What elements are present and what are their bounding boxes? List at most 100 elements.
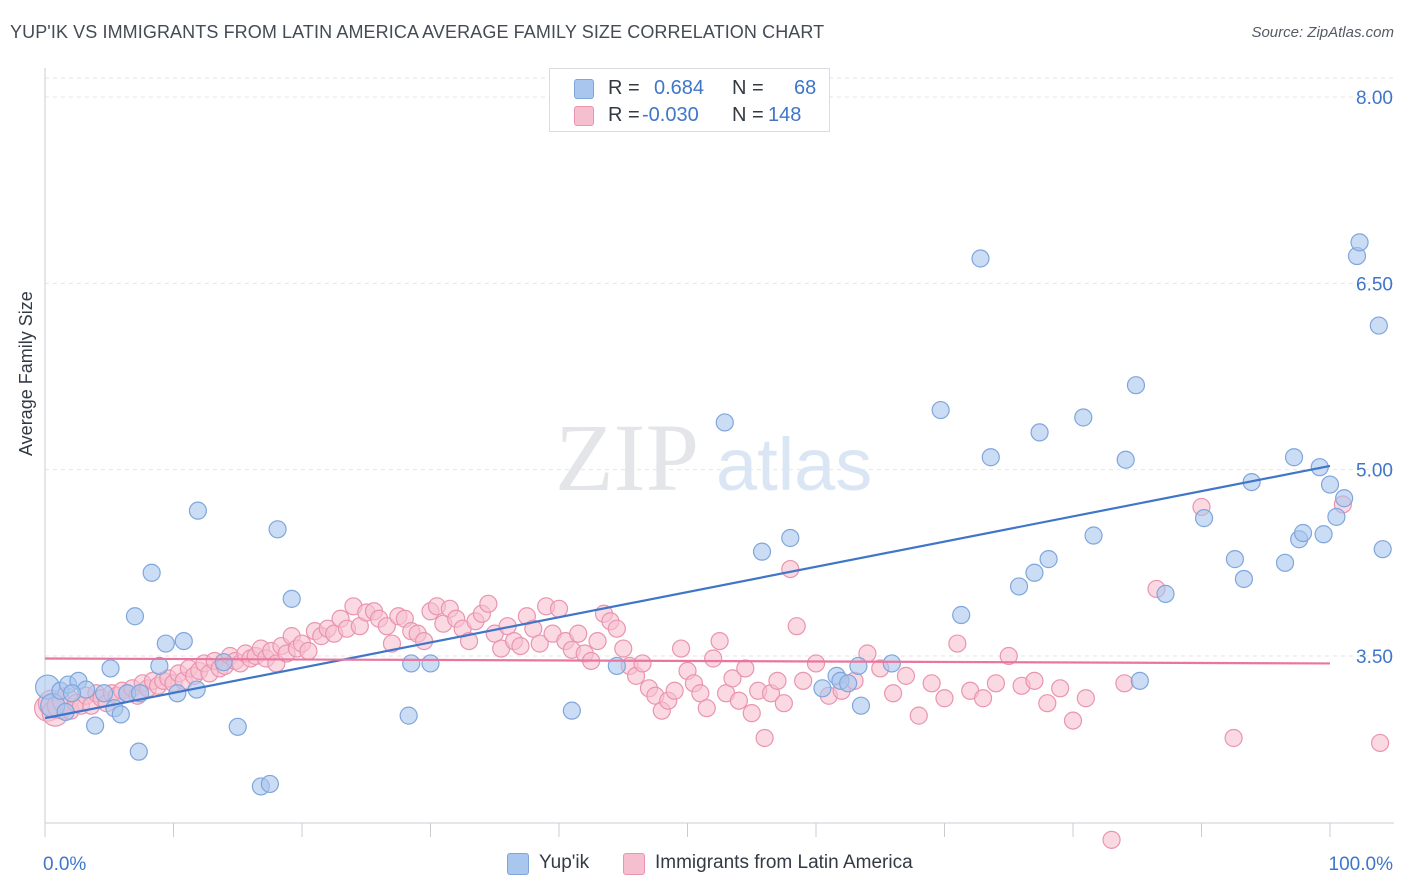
point-yupik [931,400,950,420]
chart-title: YUP'IK VS IMMIGRANTS FROM LATIN AMERICA … [10,22,825,42]
point-yupik [715,413,734,432]
watermark-atlas: atlas [716,423,872,506]
point-yupik [125,607,145,626]
point-yupik [142,563,161,582]
point-latin-america [1025,671,1044,690]
point-latin-america [909,706,928,725]
point-yupik [1009,577,1029,596]
point-latin-america [377,617,396,636]
point-yupik [1284,448,1304,467]
point-yupik [952,605,971,625]
point-yupik [1327,507,1346,526]
y-tick-label: 6.50 [1356,274,1393,295]
point-yupik [214,653,233,672]
y-tick-label: 5.00 [1356,461,1393,482]
legend-n-label: N = [732,104,764,126]
point-latin-america [614,639,633,658]
point-latin-america [671,639,691,658]
correlation-legend: R = 0.684 N = 68 R = -0.030 N = 148 [549,68,830,132]
point-yupik [282,589,301,608]
point-latin-america [742,704,761,723]
point-yupik [781,528,800,548]
point-yupik [849,656,868,676]
legend-r-label: R = [608,77,640,99]
point-latin-america [530,634,549,653]
point-yupik [188,501,208,520]
point-latin-america [774,694,793,713]
point-latin-america [1102,830,1121,849]
point-latin-america [665,681,684,700]
point-latin-america [1038,694,1057,713]
point-latin-america [768,671,787,690]
point-latin-america [935,689,954,708]
point-yupik [1025,563,1044,582]
point-latin-america [414,631,434,651]
point-yupik [1275,553,1295,572]
trend-lines [44,464,1331,720]
point-latin-america [1051,679,1070,698]
legend-swatch-yupik [507,853,529,875]
y-tick-label: 8.00 [1356,88,1393,109]
point-yupik [1194,509,1214,528]
point-yupik [156,634,175,653]
legend-r-value: -0.030 [642,104,699,126]
point-yupik [1320,475,1340,494]
point-latin-america [1371,733,1390,753]
point-yupik [1234,569,1254,589]
point-latin-america [986,674,1006,693]
point-yupik [129,742,148,761]
point-latin-america [633,654,652,673]
point-latin-america [999,646,1018,666]
legend-swatch-yupik [574,79,594,99]
point-yupik [111,705,130,724]
x-tick-label: 0.0% [43,854,86,875]
point-yupik [971,249,990,268]
y-tick-label: 3.50 [1356,647,1393,668]
point-latin-america [723,669,742,688]
point-yupik [813,679,832,698]
axes [44,68,1394,837]
point-latin-america [710,631,729,651]
point-latin-america [479,594,498,613]
legend-r-label: R = [608,104,640,126]
legend-swatch-latin-america [574,106,594,126]
point-latin-america [607,619,626,638]
point-yupik [981,448,1000,467]
point-latin-america [794,671,813,690]
point-yupik [174,631,193,651]
point-latin-america [973,689,993,708]
point-yupik [1130,671,1149,690]
point-latin-america [549,599,569,618]
point-yupik [228,717,247,736]
point-latin-america [883,684,903,703]
point-yupik [839,674,858,693]
point-yupik [1084,526,1103,545]
trend-line-yupik [44,464,1331,720]
point-yupik [752,542,772,561]
point-yupik [1314,525,1333,544]
point-yupik [101,659,120,678]
point-latin-america [511,636,530,656]
legend-label-latin-america: Immigrants from Latin America [655,852,913,873]
point-latin-america [588,631,607,651]
y-axis-label: Average Family Size [16,291,36,456]
point-latin-america [697,699,716,718]
point-yupik [1030,423,1049,442]
trend-line-latin-america [44,657,1331,665]
point-latin-america [787,617,806,636]
point-yupik [1350,233,1369,252]
point-yupik [1225,550,1245,569]
point-yupik [1335,489,1354,508]
point-yupik [1156,584,1175,603]
point-latin-america [1224,728,1243,748]
point-latin-america [1115,674,1134,693]
point-yupik [421,654,440,673]
point-yupik [1373,540,1392,559]
source-label: Source: ZipAtlas.com [1251,24,1394,41]
legend-n-value: 148 [768,104,802,126]
point-yupik [1293,523,1313,543]
legend-n-value: 68 [794,77,817,99]
point-latin-america [382,634,402,653]
point-latin-america [299,641,318,661]
